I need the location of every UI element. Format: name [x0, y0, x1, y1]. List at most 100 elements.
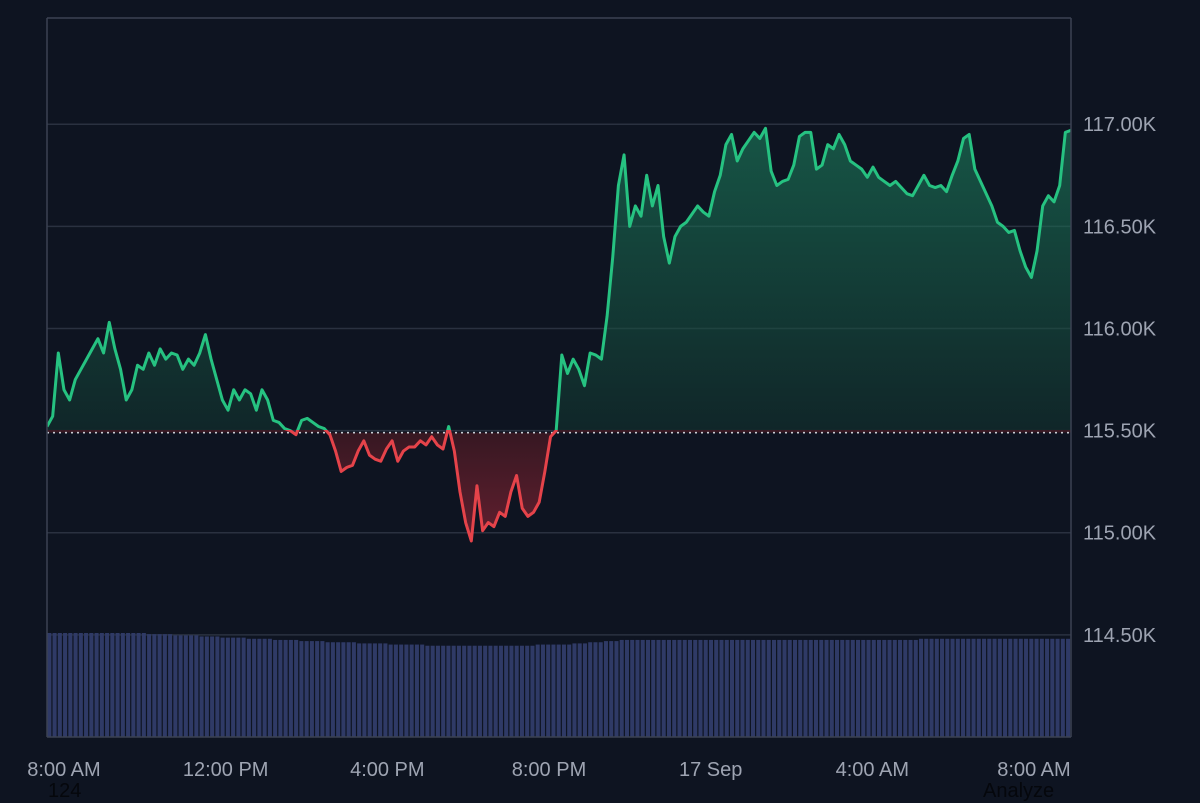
y-axis-ticks: 114.50K 115.00K 115.50K 116.00K 116.50K 117.0… — [1083, 114, 1157, 647]
volume-bar — [777, 639, 782, 737]
volume-bar — [278, 639, 283, 737]
volume-bar — [189, 635, 194, 737]
volume-bar — [525, 645, 530, 737]
volume-bar — [908, 639, 913, 737]
volume-bar — [141, 633, 146, 737]
volume-bar — [283, 639, 288, 737]
volume-bar — [651, 639, 656, 737]
volume-bar — [761, 639, 766, 737]
volume-bar — [976, 638, 981, 737]
volume-bar — [262, 638, 267, 737]
volume-bar — [341, 642, 346, 737]
volume-bar — [903, 639, 908, 737]
volume-bar — [530, 645, 535, 737]
volume-bar — [1050, 638, 1055, 737]
analyze-link[interactable]: Analyze — [983, 780, 1055, 802]
volume-bar — [708, 639, 714, 737]
volume-bar — [126, 633, 131, 737]
volume-bar — [115, 633, 120, 737]
volume-bar — [57, 633, 62, 737]
volume-bar — [252, 638, 257, 737]
volume-bar — [855, 639, 861, 737]
y-tick-label: 116.00K — [1083, 318, 1157, 340]
volume-bar — [966, 638, 971, 737]
volume-bar — [556, 644, 561, 737]
volume-bar — [971, 638, 976, 737]
volume-bar — [498, 645, 503, 737]
volume-bar — [661, 639, 666, 737]
volume-bar — [325, 642, 330, 737]
volume-bar — [483, 645, 488, 737]
y-tick-label: 115.00K — [1083, 523, 1157, 545]
volume-bar — [882, 639, 887, 737]
y-tick-label: 116.50K — [1083, 216, 1157, 238]
volume-bar — [1013, 638, 1018, 737]
volume-bar — [588, 642, 593, 737]
volume-bar — [1039, 638, 1044, 737]
volume-bar — [409, 644, 414, 737]
volume-bar — [1029, 638, 1034, 737]
volume-bar — [724, 639, 729, 737]
volume-bar — [756, 639, 761, 737]
volume-bar — [63, 633, 68, 737]
volume-bar — [934, 638, 939, 737]
volume-bar — [378, 643, 383, 737]
y-tick-label: 117.00K — [1083, 114, 1157, 136]
volume-bar — [577, 643, 582, 737]
area-above-baseline — [47, 128, 1071, 430]
volume-bar — [803, 639, 808, 737]
volume-bar — [961, 638, 966, 737]
volume-bar — [940, 638, 945, 737]
volume-bar — [225, 637, 230, 737]
volume-bar — [157, 634, 162, 737]
y-tick-label: 115.50K — [1083, 421, 1157, 443]
volume-bar — [477, 645, 482, 737]
volume-bar — [992, 638, 997, 737]
volume-bar — [813, 639, 819, 737]
volume-bar — [430, 645, 435, 737]
volume-bar — [945, 638, 950, 737]
volume-bar — [183, 635, 188, 737]
volume-bar — [147, 634, 152, 737]
volume-bar — [84, 633, 89, 737]
volume-bar — [362, 643, 367, 737]
volume-bar — [929, 638, 934, 737]
volume-bar — [257, 638, 262, 737]
volume-bar — [425, 645, 430, 737]
volume-bar — [745, 639, 750, 737]
volume-bar — [677, 639, 682, 737]
volume-bar — [792, 639, 798, 737]
volume-bar — [950, 638, 955, 737]
volume-bar — [152, 634, 157, 737]
volume-bar — [703, 639, 708, 737]
volume-bar — [787, 639, 792, 737]
volume-bar — [798, 639, 803, 737]
volume-bar — [877, 639, 882, 737]
volume-bar — [892, 639, 897, 737]
volume-bar — [488, 645, 493, 737]
volume-bar — [771, 639, 777, 737]
volume-bar — [672, 639, 677, 737]
volume-bar — [309, 641, 314, 737]
volume-bar — [304, 641, 309, 737]
volume-bar — [850, 639, 855, 737]
volume-bar — [168, 634, 173, 737]
volume-bar — [750, 639, 756, 737]
volume-bar — [273, 639, 278, 737]
volume-bar — [829, 639, 834, 737]
x-tick-label: 8:00 AM — [27, 759, 100, 781]
volume-bar — [220, 637, 225, 737]
volume-bar — [131, 633, 136, 737]
volume-bar — [535, 644, 540, 737]
volume-bar — [194, 635, 199, 737]
volume-bar — [420, 644, 425, 737]
volume-bar — [1024, 638, 1029, 737]
volume-bar — [236, 637, 241, 737]
volume-bar — [330, 642, 335, 737]
volume-bar — [551, 644, 556, 737]
volume-bar — [509, 645, 514, 737]
volume-bar — [1008, 638, 1013, 737]
volume-bar — [682, 639, 687, 737]
volume-bar — [68, 633, 73, 737]
